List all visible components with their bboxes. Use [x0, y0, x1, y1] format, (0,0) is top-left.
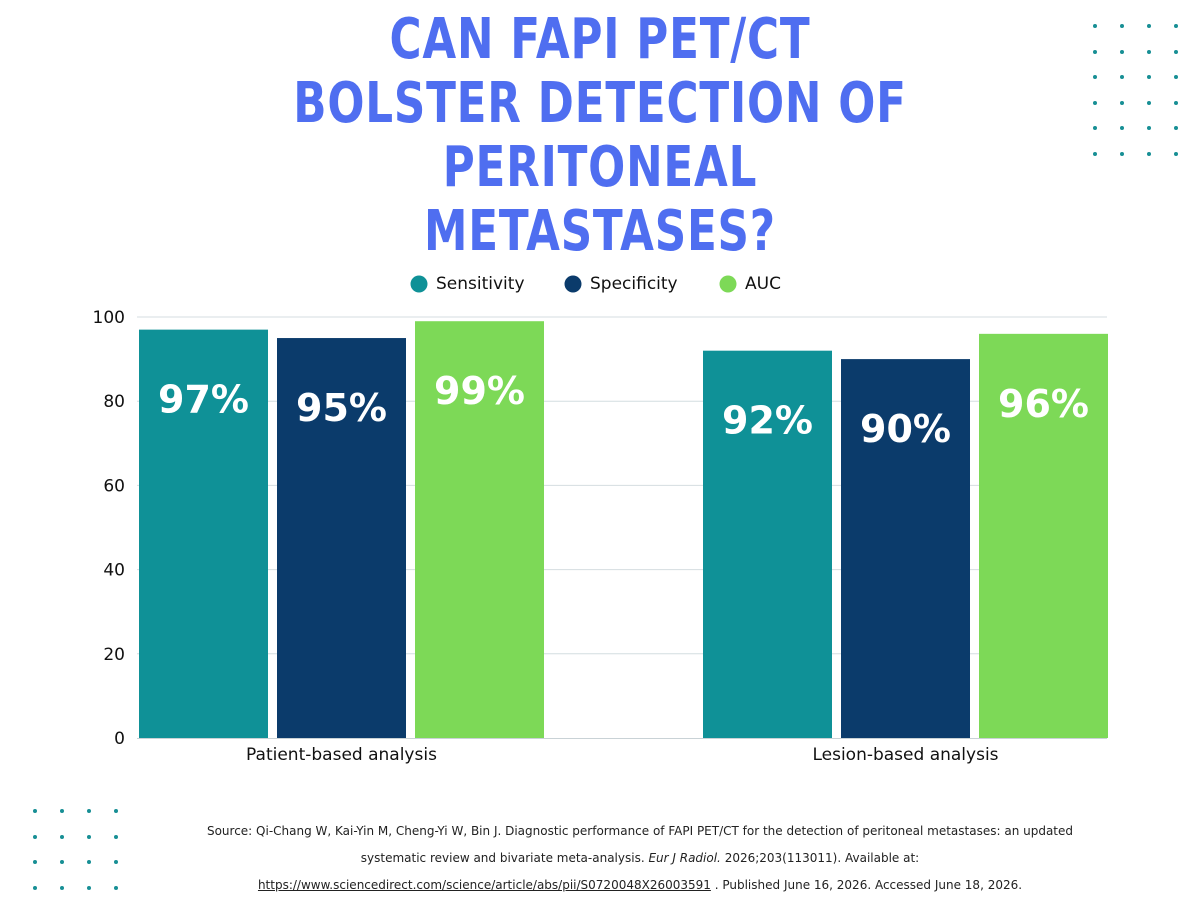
decorative-dot: [60, 834, 64, 839]
bar-value-label: 99%: [434, 369, 525, 413]
bar-specificity: [841, 359, 970, 738]
bar-value-label: 92%: [722, 399, 813, 443]
y-tick-label: 80: [103, 392, 125, 412]
decorative-dot: [1093, 75, 1097, 79]
decorative-dot: [60, 885, 64, 890]
decorative-dot: [1120, 100, 1124, 105]
decorative-dot: [1120, 126, 1124, 130]
decorative-dot: [1147, 49, 1151, 54]
decorative-dot: [114, 834, 118, 839]
x-category-label: Patient-based analysis: [246, 745, 437, 765]
y-tick-label: 100: [93, 308, 125, 328]
decorative-dot: [1093, 24, 1097, 28]
decorative-dot: [1120, 151, 1124, 156]
decorative-dot: [114, 860, 118, 864]
y-tick-label: 40: [103, 561, 125, 581]
x-category-label: Lesion-based analysis: [812, 745, 998, 765]
decorative-dot: [1174, 100, 1178, 105]
bar-auc: [415, 321, 544, 738]
chart-bars: [139, 321, 1108, 738]
x-axis-category-labels: Patient-based analysis Lesion-based analy…: [246, 745, 999, 765]
legend-marker: [719, 275, 737, 293]
grouped-bar-chart: 0 20 40 60 80 100 97% 95% 99% 92% 90% 96% Patient-…: [93, 274, 1108, 765]
legend-marker: [564, 275, 582, 293]
y-tick-label: 20: [103, 645, 125, 665]
infographic-title: CAN FAPI PET/CT BOLSTER DETECTION OF PER…: [293, 7, 907, 264]
bar-auc: [979, 333, 1108, 738]
decorative-dot: [60, 809, 64, 813]
decorative-dot: [1174, 151, 1178, 156]
decorative-dot: [1147, 151, 1151, 156]
legend-marker: [410, 275, 428, 293]
decorative-dot: [114, 885, 118, 890]
source-link[interactable]: https://www.sciencedirect.com/science/ar…: [257, 878, 711, 892]
journal-name: Eur J Radiol.: [648, 851, 721, 865]
decorative-dot: [33, 885, 37, 890]
source-citation: Source: Qi-Chang W, Kai-Yin M, Cheng-Yi …: [185, 818, 1095, 899]
decorative-dot: [1147, 24, 1151, 28]
bar-sensitivity: [139, 329, 268, 738]
decorative-dot: [87, 834, 91, 839]
legend-label: Specificity: [590, 274, 678, 294]
decorative-dot: [1093, 151, 1097, 156]
decorative-dot: [1174, 49, 1178, 54]
decorative-dot: [1093, 126, 1097, 130]
y-tick-label: 0: [114, 729, 125, 749]
y-tick-label: 60: [103, 476, 125, 496]
decorative-dot: [87, 860, 91, 864]
decorative-dot: [87, 885, 91, 890]
y-axis-tick-labels: 0 20 40 60 80 100: [93, 308, 125, 749]
decorative-dot: [1093, 100, 1097, 105]
legend-item-specificity: Specificity: [564, 274, 678, 294]
legend-item-auc: AUC: [719, 274, 781, 294]
decorative-dot: [1174, 24, 1178, 28]
decorative-dot: [33, 834, 37, 839]
bar-value-label: 90%: [860, 407, 951, 451]
chart-legend: Sensitivity Specificity AUC: [410, 274, 781, 294]
decorative-dot: [60, 860, 64, 864]
bar-value-label: 97%: [158, 378, 249, 422]
decorative-dot: [1147, 75, 1151, 79]
decorative-dot: [33, 860, 37, 864]
bar-sensitivity: [703, 350, 832, 738]
bar-value-label: 96%: [998, 382, 1089, 426]
decorative-dot: [1093, 49, 1097, 54]
decorative-dot: [114, 809, 118, 813]
bar-specificity: [277, 338, 406, 738]
citation-details: 2026;203(113011). Available at:: [720, 851, 920, 865]
bar-value-labels: 97% 95% 99% 92% 90% 96%: [158, 369, 1089, 451]
legend-label: AUC: [745, 274, 781, 294]
decorative-dot: [1120, 24, 1124, 28]
decorative-dot: [1147, 100, 1151, 105]
decorative-dot: [1120, 49, 1124, 54]
decorative-dot: [87, 809, 91, 813]
decorative-dot: [1174, 75, 1178, 79]
legend-label: Sensitivity: [436, 274, 525, 294]
bar-value-label: 95%: [296, 386, 387, 430]
decorative-dot: [1147, 126, 1151, 130]
decorative-dot: [1120, 75, 1124, 79]
decorative-dot: [33, 809, 37, 813]
decorative-dot: [1174, 126, 1178, 130]
citation-dates: . Published June 16, 2026. Accessed June…: [710, 878, 1023, 892]
citation-text: Source: Qi-Chang W, Kai-Yin M, Cheng-Yi …: [206, 824, 1074, 865]
legend-item-sensitivity: Sensitivity: [410, 274, 525, 294]
